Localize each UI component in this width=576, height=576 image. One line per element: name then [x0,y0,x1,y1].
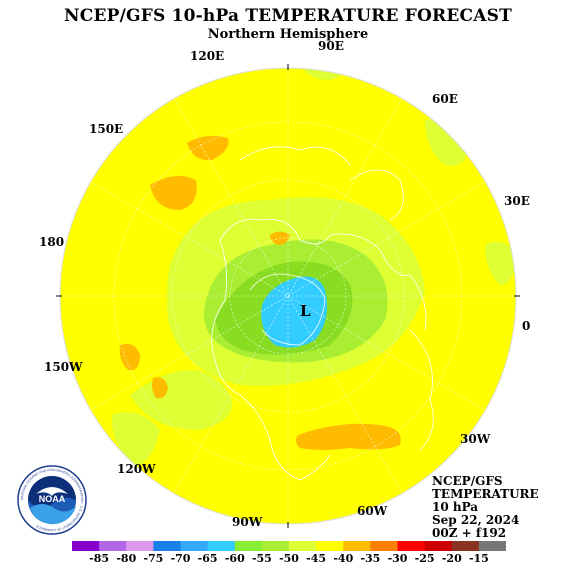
colorbar-swatch [370,541,399,551]
colorbar-swatch [289,541,317,551]
contour-orange [187,135,229,161]
graticule [60,68,516,524]
colorbar-swatch [316,541,344,551]
colorbar-label: -35 [360,552,381,565]
colorbar-labels: -85 -80 -75 -70 -65 -60 -55 -50 -45 -40 -35 -30 -25-… [0,552,576,566]
colorbar-swatch [478,541,506,551]
info-date: Sep 22, 2024 [432,513,520,527]
colorbar-label: -40 [333,552,354,565]
contour-orange [150,176,197,210]
colorbar-swatch [397,541,426,551]
contour-orange [119,343,140,371]
colorbar-swatch [180,541,209,551]
info-level: 10 hPa [432,500,479,514]
colorbar-label: -25 [414,552,435,565]
contour-light-green [111,412,160,466]
lon-label-60e: 60E [432,92,458,106]
colorbar-swatch [451,541,480,551]
lon-label-30w: 30W [460,432,491,446]
colorbar-label: -65 [197,552,218,565]
contour-orange [152,377,168,399]
contour-light-green [485,241,515,285]
info-model: NCEP/GFS [432,474,503,488]
colorbar-label: -80 [116,552,137,565]
colorbar-swatch [343,541,371,551]
colorbar-swatch [126,541,154,551]
colorbar-label: -15 [468,552,489,565]
lon-label-120e: 120E [190,49,225,63]
lon-label-30e: 30E [504,194,530,208]
lon-label-180: 180 [39,235,65,249]
lon-label-60w: 60W [357,504,388,518]
lon-label-120w: 120W [117,462,156,476]
noaa-logo-text: NOAA [39,494,66,504]
lon-label-90w: 90W [232,515,263,529]
colorbar-label: -50 [279,552,299,565]
colorbar-swatch [234,541,263,551]
lon-label-0: 0 [522,319,531,333]
lon-label-90e: 90E [318,39,344,53]
page-title: NCEP/GFS 10-hPa TEMPERATURE FORECAST [64,6,512,26]
colorbar-label: -20 [441,552,462,565]
colorbar-swatch [207,541,236,551]
colorbar-swatch [72,541,100,551]
contour-orange [295,423,401,450]
forecast-info: NCEP/GFS TEMPERATURE 10 hPa Sep 22, 2024… [432,475,539,540]
colorbar-swatch [261,541,290,551]
lon-label-150w: 150W [44,360,83,374]
low-pressure-marker: L [300,302,311,320]
colorbar-label: -70 [170,552,191,565]
contour-orange [270,231,290,245]
noaa-logo: NOAA NATIONAL OCEANIC AND ATMOSPHERIC AD… [17,465,87,535]
colorbar-label: -45 [306,552,327,565]
colorbar-label: -60 [224,552,245,565]
colorbar-label: -30 [387,552,408,565]
colorbar-label: -55 [251,552,272,565]
coastlines [211,146,434,481]
colorbar-label: -75 [143,552,164,565]
info-forecast-hour: 00Z + f192 [432,526,507,540]
colorbar-label: -85 [89,552,110,565]
border-ticks [56,64,520,528]
colorbar-swatch [424,541,453,551]
info-variable: TEMPERATURE [432,487,539,501]
contour-cyan-core [261,276,328,348]
page-subtitle: Northern Hemisphere [207,27,369,42]
colorbar-swatch [153,541,182,551]
colorbar [72,541,506,551]
lon-label-150e: 150E [89,122,124,136]
colorbar-swatch [99,541,127,551]
